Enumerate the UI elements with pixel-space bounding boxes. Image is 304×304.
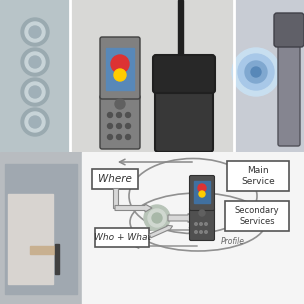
Circle shape xyxy=(200,223,202,225)
Circle shape xyxy=(205,231,207,233)
Bar xyxy=(70,0,234,152)
Text: Main
Service: Main Service xyxy=(241,166,275,186)
Circle shape xyxy=(29,56,41,68)
Bar xyxy=(5,164,77,294)
Circle shape xyxy=(21,18,49,46)
Circle shape xyxy=(238,54,274,90)
FancyBboxPatch shape xyxy=(95,228,149,247)
Circle shape xyxy=(25,52,45,72)
Circle shape xyxy=(116,134,122,140)
FancyArrow shape xyxy=(115,204,152,212)
Circle shape xyxy=(21,78,49,106)
Circle shape xyxy=(199,210,205,216)
Bar xyxy=(106,48,134,90)
FancyArrow shape xyxy=(112,188,118,208)
Circle shape xyxy=(144,205,170,231)
Bar xyxy=(0,0,70,152)
Circle shape xyxy=(108,123,112,129)
Circle shape xyxy=(29,86,41,98)
Circle shape xyxy=(25,82,45,102)
Circle shape xyxy=(111,55,129,73)
Circle shape xyxy=(126,134,130,140)
Circle shape xyxy=(126,123,130,129)
Circle shape xyxy=(232,48,280,96)
Circle shape xyxy=(251,67,261,77)
Text: Secondary
Services: Secondary Services xyxy=(235,206,279,226)
Circle shape xyxy=(198,184,206,192)
Circle shape xyxy=(199,191,205,197)
Circle shape xyxy=(205,223,207,225)
FancyBboxPatch shape xyxy=(155,68,213,152)
Circle shape xyxy=(195,223,197,225)
Bar xyxy=(234,0,304,152)
Circle shape xyxy=(114,69,126,81)
Circle shape xyxy=(25,22,45,42)
Bar xyxy=(178,0,183,61)
Circle shape xyxy=(200,231,202,233)
FancyBboxPatch shape xyxy=(100,37,140,99)
Text: Who + What: Who + What xyxy=(94,233,150,243)
Bar xyxy=(55,244,59,274)
FancyBboxPatch shape xyxy=(92,169,138,189)
Circle shape xyxy=(25,112,45,132)
Circle shape xyxy=(148,209,166,227)
Circle shape xyxy=(29,26,41,38)
Bar xyxy=(8,194,53,284)
Bar xyxy=(194,181,210,203)
Circle shape xyxy=(115,99,125,109)
Circle shape xyxy=(29,116,41,128)
Circle shape xyxy=(126,112,130,118)
Circle shape xyxy=(21,48,49,76)
Circle shape xyxy=(21,108,49,136)
FancyBboxPatch shape xyxy=(100,95,140,149)
FancyArrow shape xyxy=(149,225,173,238)
Text: Profile: Profile xyxy=(221,237,245,246)
FancyBboxPatch shape xyxy=(227,161,289,191)
FancyBboxPatch shape xyxy=(278,32,300,146)
Bar xyxy=(0,152,82,304)
FancyBboxPatch shape xyxy=(274,13,304,47)
Circle shape xyxy=(195,231,197,233)
FancyBboxPatch shape xyxy=(189,175,215,210)
Circle shape xyxy=(116,112,122,118)
Circle shape xyxy=(108,112,112,118)
Text: Where: Where xyxy=(98,174,132,184)
Circle shape xyxy=(152,213,162,223)
FancyArrow shape xyxy=(168,213,194,223)
FancyBboxPatch shape xyxy=(153,55,215,93)
Circle shape xyxy=(116,123,122,129)
Bar xyxy=(30,246,58,254)
FancyBboxPatch shape xyxy=(189,208,215,240)
FancyBboxPatch shape xyxy=(225,201,289,231)
Circle shape xyxy=(245,61,267,83)
Bar xyxy=(82,152,304,304)
Circle shape xyxy=(108,134,112,140)
